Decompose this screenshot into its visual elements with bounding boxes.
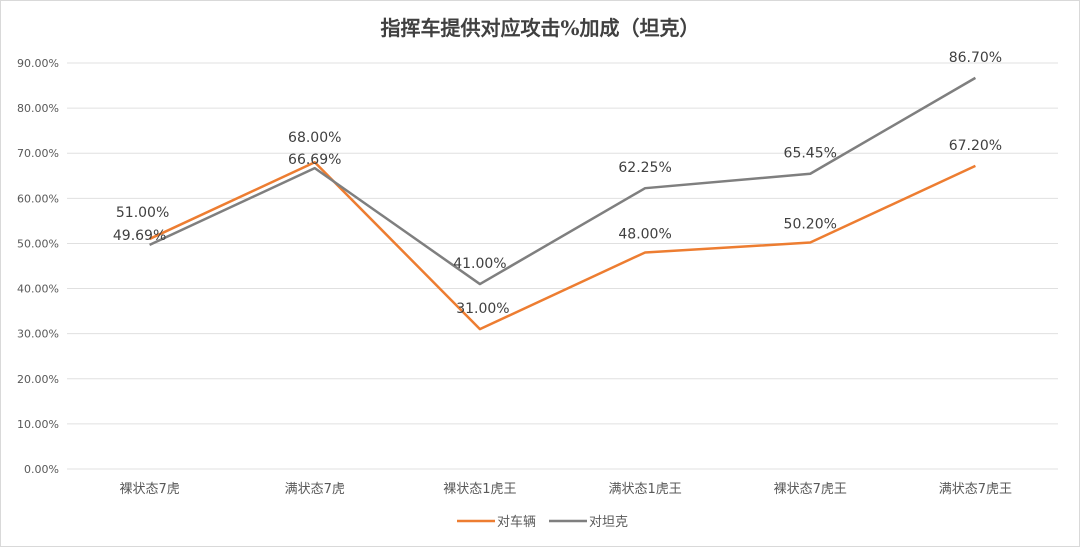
- y-tick-label: 50.00%: [17, 237, 59, 250]
- x-category-label: 满状态7虎王: [939, 482, 1012, 497]
- data-label: 49.69%: [113, 228, 166, 244]
- legend-label: 对坦克: [589, 515, 628, 530]
- y-tick-label: 90.00%: [17, 57, 59, 70]
- data-label: 51.00%: [116, 205, 169, 221]
- y-tick-label: 40.00%: [17, 283, 59, 296]
- data-label: 41.00%: [453, 256, 506, 272]
- data-label: 65.45%: [784, 146, 837, 162]
- y-tick-label: 80.00%: [17, 102, 59, 115]
- data-label: 62.25%: [618, 160, 671, 176]
- data-label: 48.00%: [618, 226, 671, 242]
- legend: 对车辆 对坦克: [457, 514, 628, 530]
- x-category-label: 满状态1虎王: [608, 482, 681, 497]
- gridlines: [67, 62, 1058, 470]
- y-tick-label: 20.00%: [17, 373, 59, 386]
- series-lines: [149, 76, 977, 331]
- series-line: [149, 160, 976, 331]
- y-tick-label: 60.00%: [17, 192, 59, 205]
- x-category-label: 裸状态7虎: [119, 482, 179, 497]
- y-axis-ticks: 0.00% 10.00% 20.00% 30.00% 40.00% 50.00% 60.00…: [17, 57, 59, 476]
- data-label: 66.69%: [288, 152, 341, 168]
- y-tick-label: 30.00%: [17, 328, 59, 341]
- y-tick-label: 10.00%: [17, 418, 59, 431]
- x-category-label: 满状态7虎: [285, 482, 345, 497]
- x-category-label: 裸状态7虎王: [774, 482, 847, 497]
- y-tick-label: 0.00%: [24, 463, 59, 476]
- data-label: 68.00%: [288, 130, 341, 146]
- series-line: [149, 76, 977, 286]
- data-label: 50.20%: [784, 217, 837, 233]
- x-category-label: 裸状态1虎王: [443, 482, 516, 497]
- x-axis-categories: 裸状态7虎 满状态7虎 裸状态1虎王 满状态1虎王 裸状态7虎王 满状态7虎王: [119, 482, 1012, 497]
- data-labels: 51.00% 68.00% 31.00% 48.00% 50.20% 67.20% 49.6…: [113, 50, 1002, 317]
- legend-label: 对车辆: [497, 514, 536, 530]
- y-tick-label: 70.00%: [17, 147, 59, 160]
- data-label: 67.20%: [949, 138, 1002, 154]
- data-label: 86.70%: [949, 50, 1002, 66]
- chart-title: 指挥车提供对应攻击%加成（坦克）: [380, 16, 699, 40]
- data-label: 31.00%: [456, 301, 509, 317]
